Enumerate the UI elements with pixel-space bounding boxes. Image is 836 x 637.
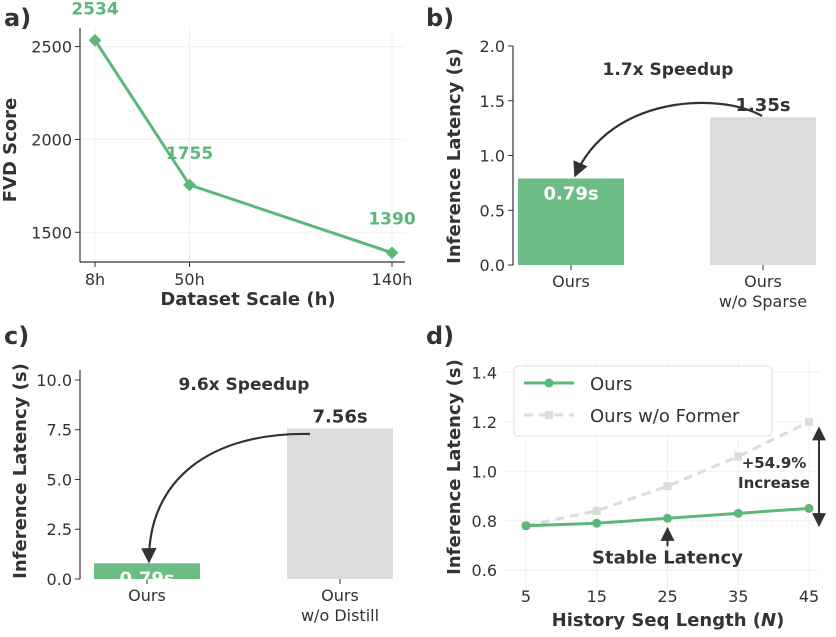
panel-d-point-ours — [521, 521, 531, 531]
panel-c-bar — [287, 428, 393, 579]
panel-d-y-tick-label: 1.2 — [472, 413, 497, 432]
panel-a-y-label: FVD Score — [0, 98, 21, 203]
panel-c-y-tick-label: 7.5 — [47, 421, 72, 440]
panel-a-x-tick-label: 50h — [174, 270, 205, 289]
panel-b-data-label-baseline: 1.35s — [735, 95, 790, 116]
panel-a-y-tick-label: 1500 — [31, 223, 72, 242]
panel-c-y-tick-label: 2.5 — [47, 520, 72, 539]
panel-b-x-tick-label: w/o Sparse — [719, 292, 807, 311]
legend-box — [513, 365, 773, 437]
panel-d-point-former — [592, 506, 601, 515]
panel-c-title: 9.6x Speedup — [179, 375, 310, 395]
legend-former-marker — [545, 411, 553, 419]
panel-d-x-label-end: ) — [776, 610, 784, 631]
panel-c-data-label-baseline: 7.56s — [312, 407, 367, 428]
panel-d-point-former — [805, 417, 813, 426]
panel-d-point-ours — [663, 513, 672, 523]
panel-d-y-label: Inference Latency (s) — [444, 359, 465, 575]
panel-d-letter: d) — [426, 322, 454, 350]
panel-b-data-label-ours: 0.79s — [543, 183, 598, 204]
panel-d-x-tick-label: 5 — [521, 587, 531, 606]
panel-d-x-label-var: N — [761, 610, 776, 631]
panel-b-bar — [710, 117, 816, 265]
panel-a-data-label: 1755 — [166, 144, 213, 164]
panel-d-x-tick-label: 35 — [728, 587, 748, 606]
legend-ours-marker — [544, 378, 554, 388]
panel-a-data-point — [385, 246, 399, 260]
panel-a-chart: a) 8h 50h 140h 1500 2000 2500 2534 1755 1390 Da… — [0, 0, 416, 310]
panel-d-legend: Ours Ours w/o Former — [513, 365, 773, 437]
panel-c-speedup-arrow — [141, 432, 311, 564]
panel-b-title: 1.7x Speedup — [603, 60, 734, 80]
panel-a-x-tick-label: 8h — [85, 270, 105, 289]
legend-former-label: Ours w/o Former — [590, 406, 740, 427]
panel-b-y-label: Inference Latency (s) — [444, 48, 465, 264]
panel-b-y-tick-label: 2.0 — [480, 37, 505, 56]
panel-d-x-tick-label: 45 — [799, 587, 819, 606]
panel-d-increase-label: +54.9% — [742, 454, 807, 472]
panel-a-data-label: 1390 — [368, 210, 415, 230]
panel-d-point-former — [663, 482, 672, 491]
panel-d-x-tick-label: 15 — [587, 587, 607, 606]
panel-b-bar — [518, 178, 624, 265]
panel-d-chart: d) 5 15 25 35 45 0.6 0.8 1.0 1.2 1.4 +54.9% Increa… — [426, 322, 826, 631]
panel-d-y-tick-label: 1.4 — [472, 363, 497, 382]
panel-b-y-tick-label: 0.5 — [480, 201, 505, 220]
panel-b-x-tick-label: Ours — [552, 272, 590, 291]
panel-d-series-line-former — [525, 420, 810, 528]
panel-b-y-tick-label: 1.0 — [480, 147, 505, 166]
panel-c-y-tick-label: 0.0 — [47, 570, 72, 589]
panel-d-point-former — [734, 452, 743, 461]
panel-a-letter: a) — [4, 4, 31, 32]
panel-c-data-label-ours: 0.79s — [119, 568, 174, 589]
panel-b-letter: b) — [426, 4, 454, 32]
panel-c-y-label: Inference Latency (s) — [10, 363, 31, 579]
panel-d-y-tick-label: 0.8 — [472, 512, 497, 531]
panel-c-x-tick-label: Ours — [128, 586, 166, 605]
panel-b-y-tick-label: 1.5 — [480, 92, 505, 111]
panel-c-bar — [94, 563, 200, 579]
panel-d-x-label: History Seq Length (N) — [552, 610, 785, 631]
panel-b-y-tick-label: 0.0 — [480, 256, 505, 275]
panel-a-x-label: Dataset Scale (h) — [160, 289, 335, 310]
panel-c-x-tick-label: w/o Distill — [301, 606, 379, 625]
legend-ours-label: Ours — [590, 374, 632, 395]
panel-c-x-tick-label: Ours — [321, 586, 359, 605]
panel-a-x-tick-label: 140h — [372, 270, 413, 289]
panel-d-x-tick-label: 25 — [657, 587, 677, 606]
panel-b-speedup-arrow — [573, 101, 763, 178]
panel-a-series-line — [93, 39, 393, 255]
panel-c-y-tick-label: 10.0 — [36, 371, 72, 390]
panel-d-stable-label: Stable Latency — [592, 547, 743, 568]
panel-d-y-tick-label: 0.6 — [472, 561, 497, 580]
panel-d-increase-label: Increase — [738, 474, 810, 492]
panel-a-data-label: 2534 — [71, 0, 118, 19]
panel-d-x-label-main: History Seq Length ( — [552, 610, 761, 631]
panel-a-y-tick-label: 2000 — [31, 130, 72, 149]
panel-d-point-ours — [733, 508, 743, 518]
panel-a-data-point — [183, 178, 196, 192]
panel-c-letter: c) — [4, 322, 29, 350]
panel-d-point-ours — [804, 503, 814, 513]
panel-d-y-tick-label: 1.0 — [472, 462, 497, 481]
panel-a-y-tick-label: 2500 — [31, 38, 72, 57]
panel-c-chart: c) 9.6x Speedup 0.0 2.5 5.0 7.5 10.0 Ours Ours… — [4, 322, 393, 625]
panel-c-y-tick-label: 5.0 — [47, 470, 72, 489]
panel-b-x-tick-label: Ours — [744, 272, 782, 291]
panel-d-point-ours — [592, 518, 602, 528]
